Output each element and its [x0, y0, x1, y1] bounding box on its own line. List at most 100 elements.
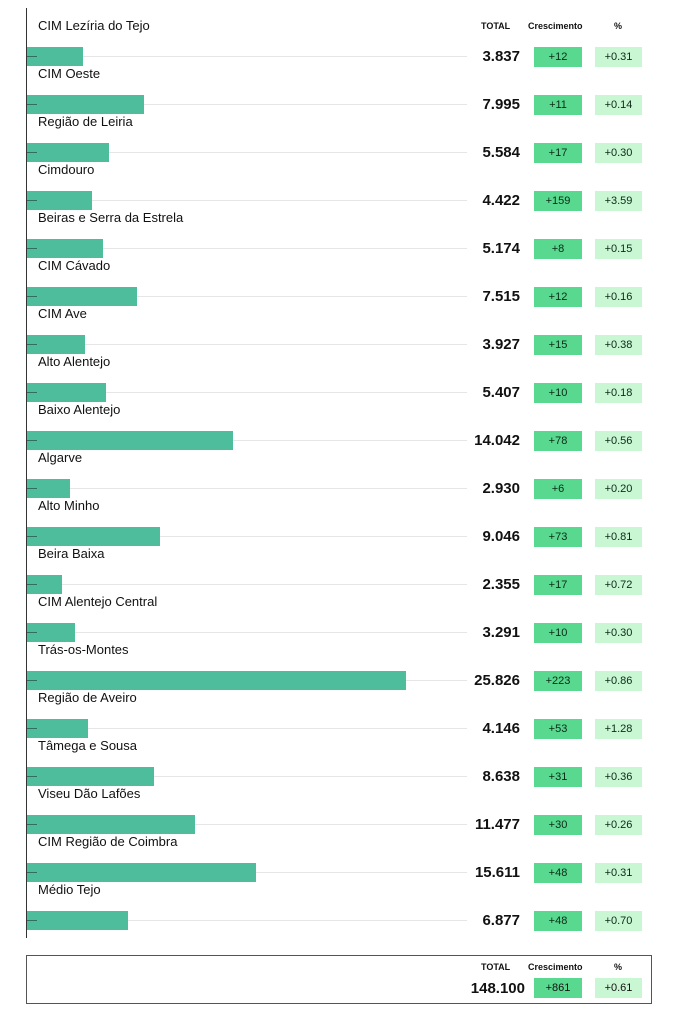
growth-badge: +8: [534, 239, 582, 259]
category-label: Algarve: [38, 450, 83, 465]
total-value: 6.877: [482, 912, 520, 929]
total-value: 5.584: [482, 144, 520, 161]
total-value: 15.611: [474, 864, 520, 881]
category-label: CIM Oeste: [38, 66, 101, 81]
summary-header-growth: Crescimento: [528, 962, 583, 972]
pct-badge: +0.72: [595, 575, 642, 595]
growth-badge: +53: [534, 719, 582, 739]
bar-tick: [27, 824, 37, 825]
row-guide-line: [27, 296, 467, 297]
category-label: CIM Lezíria do Tejo: [38, 18, 150, 33]
bar: [27, 383, 107, 402]
pct-badge: +0.81: [595, 527, 642, 547]
pct-badge: +0.56: [595, 431, 642, 451]
bar-tick: [27, 920, 37, 921]
total-value: 2.930: [482, 480, 520, 497]
row-guide-line: [27, 152, 467, 153]
total-value: 2.355: [482, 576, 520, 593]
total-value: 25.826: [474, 672, 520, 689]
total-value: 11.477: [474, 816, 520, 833]
growth-badge: +12: [534, 287, 582, 307]
total-value: 5.407: [482, 384, 520, 401]
growth-badge: +17: [534, 143, 582, 163]
row-guide-line: [27, 776, 467, 777]
pct-badge: +0.31: [595, 863, 642, 883]
growth-badge: +10: [534, 383, 582, 403]
category-label: Viseu Dão Lafões: [38, 786, 141, 801]
bar: [27, 767, 154, 786]
growth-badge: +17: [534, 575, 582, 595]
category-label: Alto Alentejo: [38, 354, 111, 369]
category-label: Região de Aveiro: [38, 690, 137, 705]
bar-tick: [27, 200, 37, 201]
bar: [27, 191, 92, 210]
total-value: 3.291: [482, 624, 520, 641]
pct-badge: +1.28: [595, 719, 642, 739]
bar-tick: [27, 776, 37, 777]
chart-row: CIM Alentejo Central 3.291 +10 +0.30: [0, 594, 675, 643]
pct-badge: +0.14: [595, 95, 642, 115]
growth-badge: +48: [534, 863, 582, 883]
category-label: Médio Tejo: [38, 882, 101, 897]
row-guide-line: [27, 920, 467, 921]
bar-tick: [27, 296, 37, 297]
row-guide-line: [27, 728, 467, 729]
chart-row: CIM Ave 3.927 +15 +0.38: [0, 306, 675, 355]
pct-badge: +3.59: [595, 191, 642, 211]
bar-tick: [27, 632, 37, 633]
bar: [27, 335, 85, 354]
bar: [27, 911, 128, 930]
bar: [27, 287, 138, 306]
growth-badge: +48: [534, 911, 582, 931]
bar: [27, 623, 76, 642]
pct-badge: +0.18: [595, 383, 642, 403]
chart-row: Viseu Dão Lafões 11.477 +30 +0.26: [0, 786, 675, 835]
growth-badge: +31: [534, 767, 582, 787]
bar-tick: [27, 56, 37, 57]
summary-header-pct: %: [614, 962, 623, 972]
growth-badge: +223: [534, 671, 582, 691]
row-guide-line: [27, 200, 467, 201]
chart-row: Alto Minho 9.046 +73 +0.81: [0, 498, 675, 547]
bar-tick: [27, 104, 37, 105]
bar-tick: [27, 152, 37, 153]
row-guide-line: [27, 584, 467, 585]
row-guide-line: [27, 488, 467, 489]
bar-tick: [27, 728, 37, 729]
bar-tick: [27, 872, 37, 873]
row-guide-line: [27, 56, 467, 57]
growth-badge: +15: [534, 335, 582, 355]
chart-row: Alto Alentejo 5.407 +10 +0.18: [0, 354, 675, 403]
row-guide-line: [27, 392, 467, 393]
chart-row: Cimdouro 4.422 +159 +3.59: [0, 162, 675, 211]
row-guide-line: [27, 440, 467, 441]
bar: [27, 95, 145, 114]
category-label: Trás-os-Montes: [38, 642, 129, 657]
growth-badge: +10: [534, 623, 582, 643]
growth-badge: +11: [534, 95, 582, 115]
total-value: 3.837: [482, 48, 520, 65]
summary-growth-badge: +861: [534, 978, 582, 998]
growth-badge: +6: [534, 479, 582, 499]
bar-tick: [27, 536, 37, 537]
bar: [27, 239, 103, 258]
chart-row: CIM Oeste 7.995 +11 +0.14: [0, 66, 675, 115]
bar-tick: [27, 440, 37, 441]
total-value: 4.146: [482, 720, 520, 737]
growth-badge: +12: [534, 47, 582, 67]
header-total: TOTAL: [481, 21, 511, 31]
category-label: Tâmega e Sousa: [38, 738, 138, 753]
bar-tick: [27, 248, 37, 249]
total-value: 9.046: [482, 528, 520, 545]
row-guide-line: [27, 536, 467, 537]
total-value: 7.515: [482, 288, 520, 305]
bar-tick: [27, 584, 37, 585]
total-value: 8.638: [482, 768, 520, 785]
total-value: 4.422: [482, 192, 520, 209]
bar: [27, 527, 160, 546]
bar-tick: [27, 392, 37, 393]
bar: [27, 575, 62, 594]
category-label: Alto Minho: [38, 498, 100, 513]
category-label: Beiras e Serra da Estrela: [38, 210, 184, 225]
pct-badge: +0.16: [595, 287, 642, 307]
